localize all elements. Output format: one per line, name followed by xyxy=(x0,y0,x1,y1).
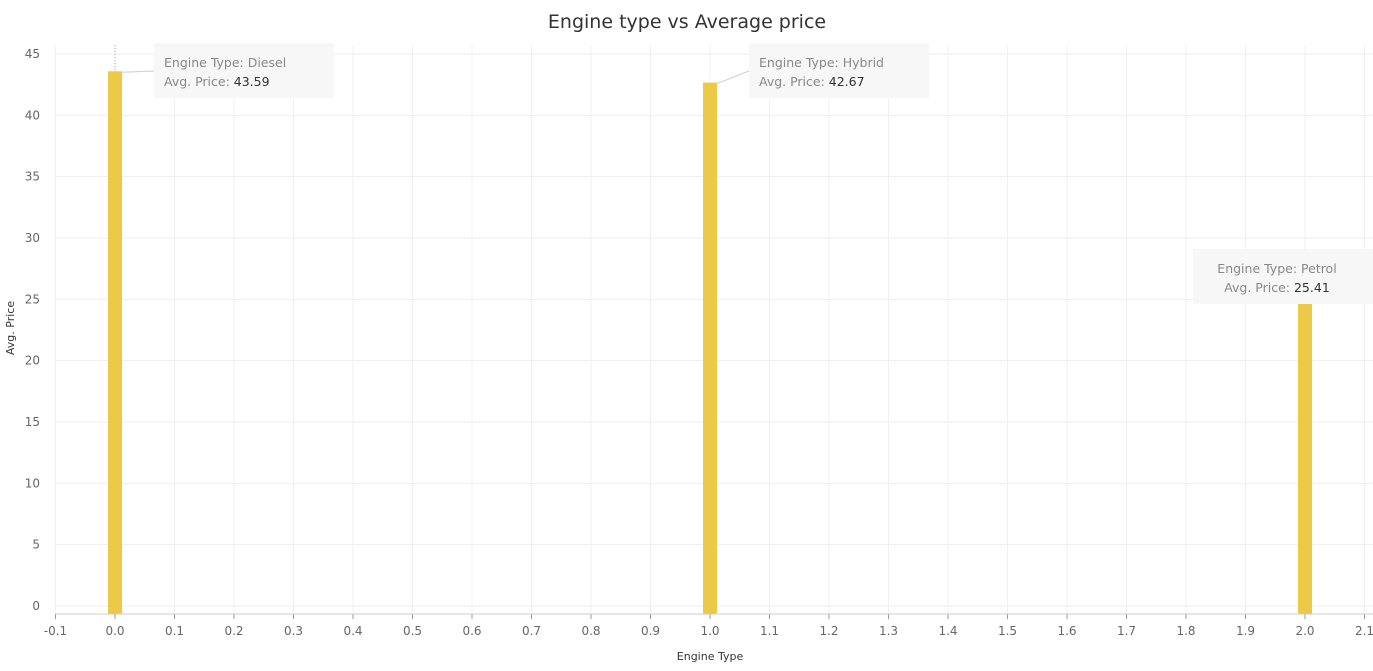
tooltip-connector xyxy=(716,70,750,85)
y-tick-label: 5 xyxy=(32,538,40,552)
x-tick-label: 1.8 xyxy=(1176,624,1195,638)
x-axis-ticks: -0.1 0.0 0.1 0.2 0.3 0.4 0.5 0.6 0.7 0.8 0.9 1.0 1.1… xyxy=(44,614,1373,638)
y-tick-label: 15 xyxy=(25,415,40,429)
x-tick-label: 1.3 xyxy=(879,624,898,638)
bar[interactable] xyxy=(1298,294,1312,614)
tooltip-box xyxy=(1193,249,1373,304)
y-tick-label: 25 xyxy=(25,292,40,306)
x-tick-label: 2.1 xyxy=(1355,624,1373,638)
x-tick-label: 0.8 xyxy=(581,624,600,638)
tooltip-connector xyxy=(121,70,155,73)
x-tick-label: 1.2 xyxy=(819,624,838,638)
y-tick-label: 0 xyxy=(32,599,40,613)
tooltip-engine-type: Engine Type: Petrol xyxy=(1217,261,1336,276)
y-axis-ticks: 0 5 10 15 20 25 30 35 40 45 xyxy=(25,47,40,613)
tooltip: Engine Type: Diesel Avg. Price: 43.59 xyxy=(121,43,334,98)
x-tick-label: 0.2 xyxy=(224,624,243,638)
x-tick-label: 2.0 xyxy=(1295,624,1314,638)
x-tick-label: 0.7 xyxy=(522,624,541,638)
x-tick-label: 0.4 xyxy=(343,624,362,638)
tooltip-price-key: Avg. Price: xyxy=(164,74,234,89)
tooltip-price-value: 42.67 xyxy=(829,74,865,89)
tooltip-price-line: Avg. Price: 43.59 xyxy=(164,74,270,89)
tooltip-price-line: Avg. Price: 25.41 xyxy=(1224,280,1330,295)
y-tick-label: 30 xyxy=(25,231,40,245)
x-tick-label: 0.5 xyxy=(403,624,422,638)
x-tick-label: 1.5 xyxy=(998,624,1017,638)
y-tick-label: 10 xyxy=(25,476,40,490)
tooltip-price-key: Avg. Price: xyxy=(1224,280,1294,295)
tooltip-price-key: Avg. Price: xyxy=(759,74,829,89)
tooltip-price-value: 43.59 xyxy=(234,74,270,89)
y-axis-label: Avg. Price xyxy=(4,301,17,355)
x-tick-label: 1.4 xyxy=(938,624,957,638)
chart-title: Engine type vs Average price xyxy=(548,11,826,33)
tooltip-price-line: Avg. Price: 42.67 xyxy=(759,74,865,89)
x-tick-label: 1.0 xyxy=(700,624,719,638)
y-tick-label: 40 xyxy=(25,108,40,122)
tooltip-engine-type: Engine Type: Hybrid xyxy=(759,55,884,70)
x-tick-label: 1.7 xyxy=(1117,624,1136,638)
x-tick-label: 0.6 xyxy=(462,624,481,638)
x-axis-label: Engine Type xyxy=(677,650,744,663)
x-tick-label: 1.9 xyxy=(1236,624,1255,638)
x-tick-label: 0.3 xyxy=(284,624,303,638)
bar[interactable] xyxy=(703,82,717,614)
tooltip-price-value: 25.41 xyxy=(1294,280,1330,295)
y-tick-label: 45 xyxy=(25,47,40,61)
x-tick-label: 0.1 xyxy=(165,624,184,638)
x-tick-label: 0.0 xyxy=(105,624,124,638)
x-tick-label: -0.1 xyxy=(44,624,67,638)
bar[interactable] xyxy=(108,71,122,614)
tooltip: Engine Type: Hybrid Avg. Price: 42.67 xyxy=(716,43,929,98)
tooltip-box xyxy=(749,43,929,98)
x-tick-label: 1.6 xyxy=(1057,624,1076,638)
tooltip-box xyxy=(154,43,334,98)
tooltip-engine-type: Engine Type: Diesel xyxy=(164,55,286,70)
bars xyxy=(108,71,1312,614)
y-tick-label: 20 xyxy=(25,354,40,368)
tooltip: Engine Type: Petrol Avg. Price: 25.41 xyxy=(1193,249,1373,304)
x-tick-label: 1.1 xyxy=(760,624,779,638)
y-tick-label: 35 xyxy=(25,170,40,184)
x-tick-label: 0.9 xyxy=(641,624,660,638)
